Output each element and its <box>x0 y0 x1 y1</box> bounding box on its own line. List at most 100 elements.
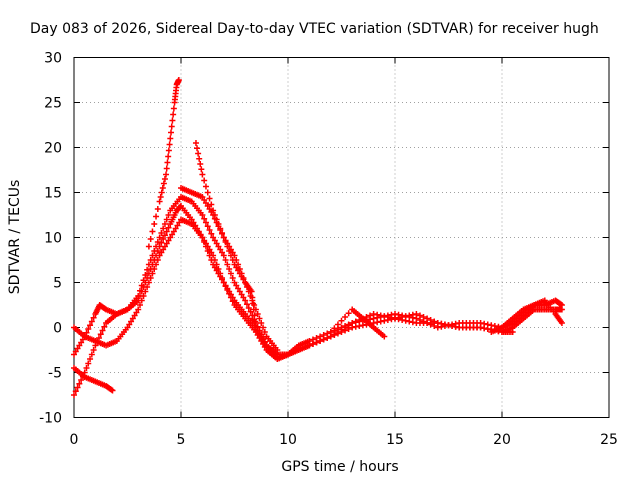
data-point <box>140 277 147 284</box>
chart-title: Day 083 of 2026, Sidereal Day-to-day VTE… <box>30 21 599 37</box>
data-point <box>261 329 268 335</box>
data-point <box>160 225 167 232</box>
data-point <box>242 297 249 304</box>
grid-lines <box>74 57 609 418</box>
data-point <box>224 287 231 293</box>
data-point <box>367 312 374 319</box>
y-tick-label: 5 <box>53 276 62 292</box>
data-point <box>149 270 156 277</box>
data-point <box>243 301 250 308</box>
data-point <box>208 201 215 208</box>
data-point <box>224 243 231 250</box>
data-point <box>88 351 95 358</box>
data-point <box>153 261 160 268</box>
data-point <box>338 326 345 333</box>
data-point <box>74 384 81 391</box>
data-point <box>161 221 168 227</box>
data-point <box>317 338 324 344</box>
data-point <box>299 345 306 352</box>
y-tick-label: 15 <box>44 186 62 202</box>
y-tick-label: 10 <box>44 231 62 247</box>
data-point <box>85 326 92 332</box>
data-point <box>140 293 147 299</box>
data-point <box>71 392 77 398</box>
data-point <box>149 252 156 259</box>
data-point <box>342 324 349 331</box>
data-point <box>138 282 145 289</box>
data-point <box>201 239 208 245</box>
data-point <box>247 308 254 315</box>
data-point <box>215 223 222 230</box>
data-point <box>156 198 163 205</box>
data-point <box>109 387 116 394</box>
data-point <box>199 171 206 178</box>
data-point <box>168 123 175 130</box>
data-point <box>206 252 213 259</box>
data-point <box>219 230 226 237</box>
data-point <box>213 219 220 226</box>
x-axis-label: GPS time / hours <box>281 459 398 475</box>
data-point <box>247 293 254 299</box>
data-point <box>165 224 172 231</box>
series-s4 <box>71 365 116 394</box>
data-point <box>254 311 261 317</box>
x-tick-label: 20 <box>493 432 511 448</box>
data-point <box>292 348 299 355</box>
data-point <box>163 171 170 178</box>
data-point <box>90 314 97 321</box>
series-s2 <box>71 194 565 362</box>
data-point <box>166 141 173 148</box>
y-tick-label: -5 <box>48 366 62 382</box>
data-point <box>197 161 204 167</box>
x-tick-label: 10 <box>279 432 297 448</box>
data-point <box>204 189 211 196</box>
data-point <box>217 227 224 233</box>
data-point <box>163 165 170 172</box>
data-point <box>222 239 229 245</box>
y-tick-label: -10 <box>39 411 62 427</box>
data-point <box>202 219 209 226</box>
x-tick-label: 5 <box>177 432 186 448</box>
data-point <box>192 140 199 146</box>
data-point <box>198 166 205 173</box>
data-point <box>285 351 291 358</box>
data-point <box>151 221 158 227</box>
x-tick-label: 0 <box>70 432 79 448</box>
data-point <box>509 329 516 335</box>
data-point <box>101 323 108 330</box>
data-point <box>320 336 327 343</box>
data-point <box>201 177 208 184</box>
y-axis-label: SDTVAR / TECUs <box>7 180 23 295</box>
series-s7 <box>178 185 281 353</box>
data-point <box>220 252 227 259</box>
data-point <box>249 297 256 304</box>
data-point <box>169 117 176 124</box>
data-point <box>252 306 259 313</box>
data-point <box>313 339 320 346</box>
axis-ticks: 0 5 10 15 20 25 -10 -5 0 5 10 15 20 25 30 <box>39 51 618 449</box>
data-point <box>157 194 164 200</box>
data-point <box>251 302 258 308</box>
data-point <box>170 105 177 112</box>
series-s9 <box>488 297 565 335</box>
data-point <box>194 145 201 152</box>
data-point <box>168 129 175 136</box>
data-point <box>170 111 177 118</box>
y-tick-label: 30 <box>44 51 62 67</box>
data-point <box>427 317 434 323</box>
data-point <box>260 324 267 331</box>
data-point <box>558 320 565 326</box>
data-point <box>345 310 352 317</box>
data-point <box>431 318 438 325</box>
data-point <box>164 159 171 166</box>
data-point <box>202 243 209 250</box>
data-point <box>210 212 217 218</box>
data-point <box>72 388 79 395</box>
data-point <box>158 189 165 196</box>
data-point <box>324 335 331 341</box>
y-tick-label: 20 <box>44 141 62 157</box>
series-s5 <box>145 77 182 250</box>
y-tick-label: 25 <box>44 96 62 112</box>
data-point <box>160 180 167 187</box>
